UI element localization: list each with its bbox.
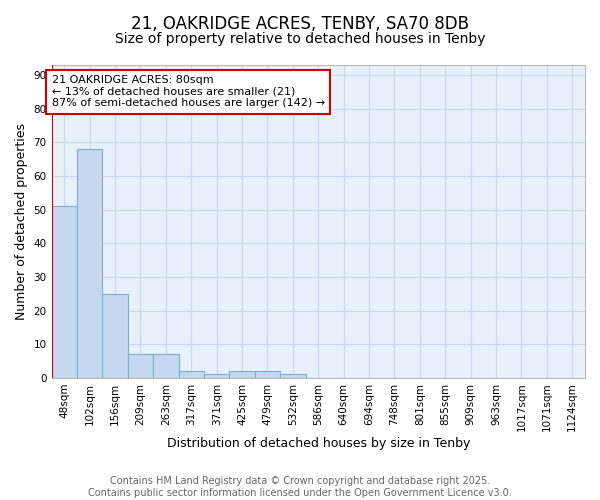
Text: Contains HM Land Registry data © Crown copyright and database right 2025.
Contai: Contains HM Land Registry data © Crown c… [88,476,512,498]
Bar [128,354,153,378]
Bar [179,371,204,378]
Y-axis label: Number of detached properties: Number of detached properties [15,123,28,320]
Bar [153,354,179,378]
Text: Size of property relative to detached houses in Tenby: Size of property relative to detached ho… [115,32,485,46]
Bar [103,294,128,378]
Bar [229,371,255,378]
X-axis label: Distribution of detached houses by size in Tenby: Distribution of detached houses by size … [167,437,470,450]
Bar [255,371,280,378]
Text: 21 OAKRIDGE ACRES: 80sqm
← 13% of detached houses are smaller (21)
87% of semi-d: 21 OAKRIDGE ACRES: 80sqm ← 13% of detach… [52,75,325,108]
Bar [280,374,305,378]
Bar [204,374,229,378]
Text: 21, OAKRIDGE ACRES, TENBY, SA70 8DB: 21, OAKRIDGE ACRES, TENBY, SA70 8DB [131,15,469,33]
Bar [52,206,77,378]
Bar [77,149,103,378]
